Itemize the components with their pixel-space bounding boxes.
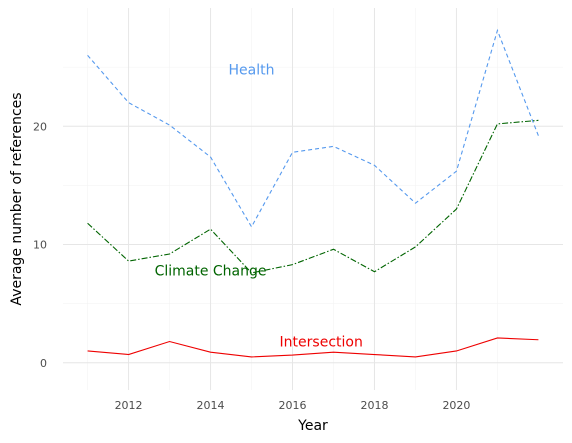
y-axis-ticks: 0 10 20 xyxy=(33,120,47,370)
series-labels: Health Climate Change Intersection xyxy=(155,62,363,350)
series-label-intersection: Intersection xyxy=(280,335,363,351)
x-tick-label: 2016 xyxy=(279,399,307,412)
x-tick-label: 2020 xyxy=(442,399,470,412)
minor-gridlines xyxy=(63,8,563,390)
x-axis-ticks: 2012 2014 2016 2018 2020 xyxy=(115,399,471,412)
x-tick-label: 2012 xyxy=(115,399,143,412)
major-gridlines xyxy=(63,8,563,390)
y-axis-title: Average number of references xyxy=(9,92,25,305)
x-tick-label: 2014 xyxy=(197,399,225,412)
series-label-health: Health xyxy=(229,62,275,78)
x-tick-label: 2018 xyxy=(360,399,388,412)
series-lines xyxy=(87,28,539,358)
y-tick-label: 0 xyxy=(40,357,47,370)
series-label-climate-change: Climate Change xyxy=(155,264,267,280)
y-tick-label: 10 xyxy=(33,239,47,252)
y-tick-label: 20 xyxy=(33,120,47,133)
series-line-intersection xyxy=(87,337,539,358)
series-line-health xyxy=(87,28,539,228)
series-line-climate-change xyxy=(87,119,539,274)
x-axis-title: Year xyxy=(297,418,328,434)
